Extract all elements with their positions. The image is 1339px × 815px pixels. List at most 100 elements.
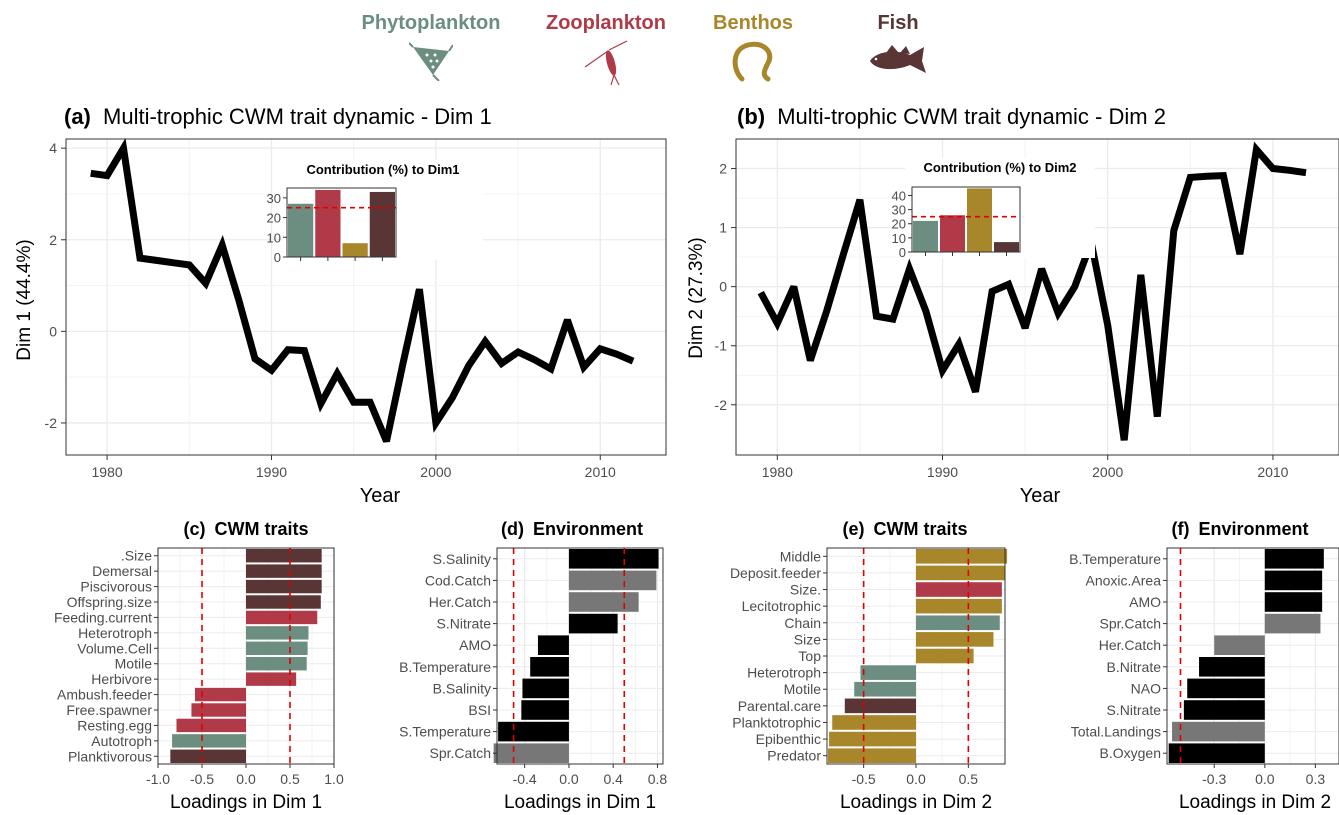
loading-bar	[1264, 592, 1323, 612]
loading-bar	[1264, 570, 1323, 591]
inset-bar-benthos	[967, 188, 992, 252]
y-tick-label: 0	[719, 279, 727, 295]
panel-b-xlabel: Year	[1020, 485, 1061, 507]
y-tick-label: 2	[719, 161, 727, 177]
category-label: S.Nitrate	[1107, 702, 1162, 718]
loading-bar	[916, 648, 974, 664]
panel-c-tag: (c)	[183, 519, 205, 539]
category-label: Free.spawner	[66, 702, 152, 718]
fish-icon	[870, 45, 926, 73]
y-tick-label: 1	[719, 220, 727, 236]
panel-b-title: (b) Multi-trophic CWM trait dynamic - Di…	[737, 104, 1166, 129]
category-label: Spr.Catch	[430, 745, 491, 761]
panel-a-tag: (a)	[64, 104, 91, 129]
panel-e-title-text: CWM traits	[874, 519, 968, 539]
category-label: Chain	[784, 615, 821, 631]
x-tick-label: 1990	[927, 464, 958, 480]
loading-bar	[246, 626, 309, 640]
y-tick-label: 0	[49, 323, 57, 339]
category-label: Heterotroph	[78, 625, 152, 641]
loading-bar	[916, 615, 1000, 631]
loading-bar	[522, 678, 569, 699]
category-label: Spr.Catch	[1100, 616, 1161, 632]
legend-label-benthos: Benthos	[713, 12, 793, 34]
panel-a-title: (a) Multi-trophic CWM trait dynamic - Di…	[64, 104, 492, 129]
category-label: B.Temperature	[1069, 551, 1161, 567]
inset-y-tick-label: 10	[892, 231, 906, 246]
category-label: Herbivore	[91, 671, 152, 687]
loading-bar	[844, 698, 916, 714]
x-tick-label: 0.0	[236, 771, 256, 787]
panel-c-title: (c) CWM traits	[183, 519, 308, 539]
panel-e-cwm-traits-dim2: (e) CWM traits Loadings in Dim 2 MiddleD…	[730, 519, 1008, 813]
x-tick-label: 0.3	[1306, 771, 1326, 787]
inset-y-tick-label: 30	[267, 191, 281, 206]
panel-d-environment-dim1: (d) Environment Loadings in Dim 1 S.Sali…	[399, 519, 667, 813]
x-tick-label: 2010	[1257, 464, 1288, 480]
loading-bar	[246, 641, 308, 655]
x-tick-label: 1980	[92, 464, 123, 480]
inset-y-tick-label: 0	[274, 250, 281, 265]
inset-y-tick-label: 20	[892, 217, 906, 232]
category-label: Her.Catch	[429, 594, 491, 610]
contribution-inset: Contribution (%) to Dim1 0 10 20 30	[267, 160, 483, 265]
plot-panel-border	[65, 138, 667, 456]
legend-item-fish: Fish	[813, 12, 983, 82]
loading-bar	[828, 748, 916, 763]
panel-f-environment-dim2: (f) Environment Loadings in Dim 2 B.Temp…	[1069, 519, 1339, 813]
inset-y-tick-label: 10	[267, 230, 281, 245]
category-label: Heterotroph	[747, 665, 821, 681]
category-label: Motile	[115, 656, 153, 672]
category-label: Parental.care	[738, 698, 821, 714]
panel-c-title-text: CWM traits	[215, 519, 309, 539]
panel-b-ylabel: Dim 2 (27.3%)	[686, 237, 707, 358]
loading-bar	[1187, 678, 1265, 699]
category-label: Size.	[790, 582, 821, 598]
loading-bar	[530, 657, 569, 677]
legend-item-phytoplankton: Phytoplankton	[346, 12, 516, 86]
x-tick-label: 2000	[1092, 464, 1123, 480]
loading-bar	[521, 700, 569, 720]
loading-bar	[246, 549, 322, 563]
x-tick-label: 2010	[585, 464, 616, 480]
category-label: Resting.egg	[77, 717, 152, 733]
category-label: Motile	[784, 681, 822, 697]
category-label: Lecitotrophic	[742, 598, 821, 614]
loading-bar	[246, 672, 297, 686]
inset-y-tick-label: 30	[892, 203, 906, 218]
loading-bar	[493, 743, 569, 763]
x-tick-label: -0.5	[190, 771, 214, 787]
inset-bar-phyto	[913, 220, 938, 252]
category-label: Size	[794, 631, 821, 647]
loading-bar	[498, 721, 569, 742]
inset-y-tick-label: 0	[899, 245, 906, 260]
category-label: NAO	[1131, 680, 1161, 696]
category-label: B.Oxygen	[1100, 745, 1161, 761]
inset-border	[286, 187, 397, 258]
inset-bar-zoo	[940, 215, 965, 252]
panel-a-ylabel: Dim 1 (44.4%)	[14, 239, 35, 360]
panel-b-dim2-timeseries: (b) Multi-trophic CWM trait dynamic - Di…	[686, 104, 1339, 507]
x-tick-label: 0.8	[648, 771, 668, 787]
category-label: AMO	[1129, 594, 1161, 610]
category-label: Feeding.current	[54, 609, 152, 625]
loading-bar	[1199, 657, 1265, 677]
inset-bar-fish	[994, 242, 1019, 252]
x-tick-label: -1.0	[146, 771, 170, 787]
inset-bar-benthos	[342, 243, 368, 257]
loading-bar	[537, 635, 569, 655]
panel-e-xlabel: Loadings in Dim 2	[840, 792, 992, 813]
inset-bar-phyto	[288, 203, 314, 257]
category-label: AMO	[459, 637, 491, 653]
x-tick-label: 0.0	[906, 771, 926, 787]
y-tick-label: 4	[49, 140, 57, 156]
panel-d-xlabel: Loadings in Dim 1	[504, 792, 656, 813]
category-label: Predator	[767, 748, 821, 764]
loading-bar	[246, 564, 322, 578]
panel-f-tag: (f)	[1171, 519, 1189, 539]
category-label: Planktotrophic	[732, 714, 821, 730]
y-tick-label: -1	[715, 338, 728, 354]
loading-bar	[568, 549, 659, 569]
loading-bar	[916, 598, 1002, 614]
inset-title: Contribution (%) to Dim2	[923, 160, 1076, 175]
